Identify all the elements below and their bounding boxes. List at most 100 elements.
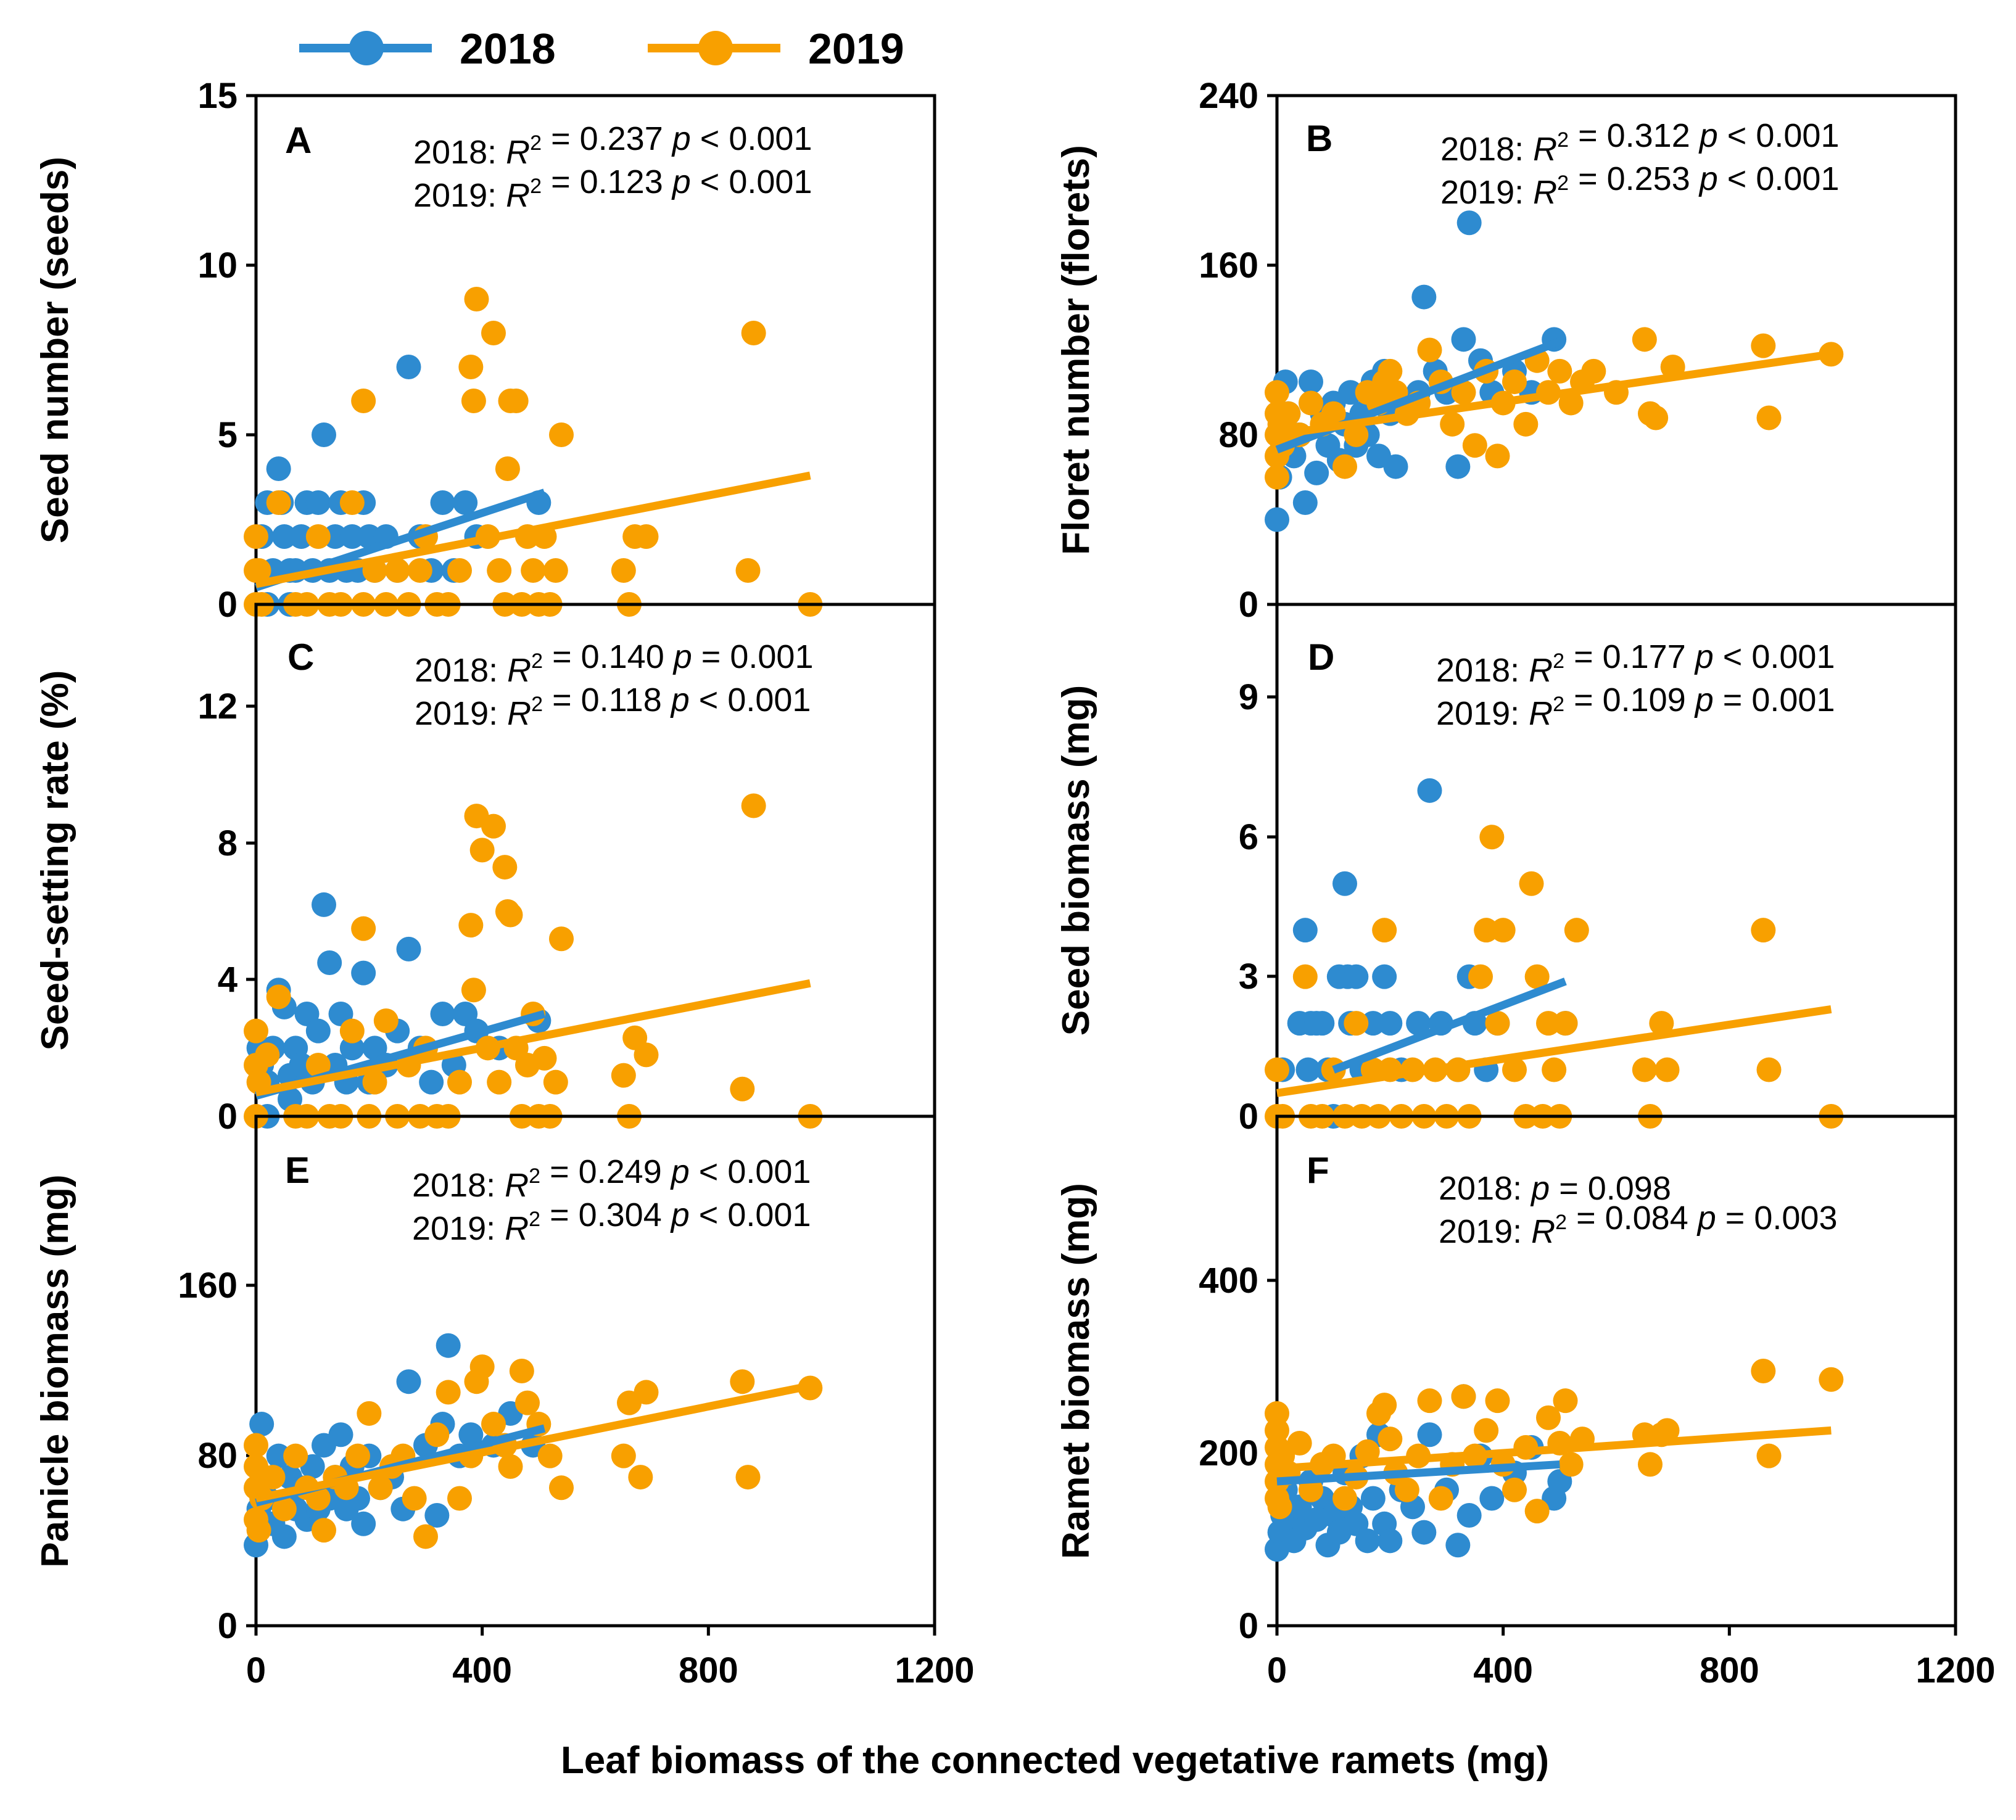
point-2019	[283, 1443, 308, 1468]
y-tick-label: 4	[218, 960, 238, 1000]
legend-label-2018: 2018	[460, 25, 556, 73]
point-2018	[1299, 369, 1323, 395]
y-axis-label: Seed number (seeds)	[34, 157, 76, 543]
point-2019	[1276, 401, 1301, 426]
stat-annotation: 2019: R2 = 0.109 p = 0.001	[1436, 681, 1835, 732]
point-2019	[509, 1359, 534, 1383]
point-2019	[1292, 964, 1318, 989]
annotation-part: 2019:	[413, 177, 506, 214]
y-tick-label: 240	[1199, 76, 1258, 116]
point-2019	[260, 1465, 286, 1490]
point-2019	[368, 1475, 393, 1501]
point-2019	[1372, 1393, 1397, 1418]
point-2018	[1304, 460, 1329, 485]
x-tick-label: 400	[1473, 1650, 1533, 1690]
point-2018	[266, 456, 291, 481]
point-2019	[1428, 1486, 1453, 1511]
y-tick-label: 5	[218, 415, 238, 455]
point-2019	[1332, 1486, 1357, 1511]
annotation-part: 2019:	[1439, 1213, 1531, 1250]
point-2019	[1344, 1011, 1369, 1036]
point-2019	[447, 1069, 472, 1095]
point-2019	[312, 1518, 336, 1543]
point-2019	[1751, 918, 1776, 943]
annotation-part: p	[670, 681, 690, 719]
point-2019	[469, 1354, 495, 1380]
point-2018	[1417, 1422, 1442, 1447]
point-2019	[741, 321, 766, 345]
point-2019	[1756, 1443, 1782, 1468]
annotation-part: = 0.084	[1567, 1200, 1698, 1237]
stat-annotation: 2019: R2 = 0.304 p < 0.001	[412, 1196, 811, 1247]
point-2019	[447, 1486, 472, 1511]
point-2018	[351, 960, 376, 986]
point-2019	[481, 813, 506, 839]
point-2018	[305, 490, 331, 515]
point-2019	[447, 558, 472, 583]
annotation-part: R	[505, 1210, 529, 1247]
point-2019	[1547, 358, 1572, 384]
annotation-part: R	[1531, 1213, 1555, 1250]
point-2019	[503, 389, 529, 413]
point-2019	[1474, 918, 1499, 943]
point-2019	[271, 1496, 297, 1521]
panel-f: 0 200 400 0 400 800 1200 Ramet biomass (mg) F 201…	[1055, 1114, 1996, 1690]
point-2019	[1344, 422, 1369, 447]
stat-annotation: 2018: R2 = 0.312 p < 0.001	[1440, 117, 1839, 168]
legend: 2018 2019	[299, 25, 904, 73]
annotation-part: p	[1698, 117, 1718, 154]
y-tick-label: 80	[1218, 415, 1258, 455]
point-2018	[351, 1511, 376, 1536]
point-2019	[244, 524, 268, 549]
y-tick-label: 9	[1239, 677, 1258, 717]
annotation-part: = 0.140	[543, 638, 674, 675]
stat-annotation: 2018: p = 0.098	[1439, 1170, 1671, 1207]
annotation-part: = 0.253	[1569, 160, 1700, 197]
annotation-part: < 0.001	[691, 120, 812, 157]
point-2019	[1468, 964, 1493, 989]
point-2018	[1411, 1520, 1437, 1545]
point-2019	[255, 1042, 280, 1068]
point-2019	[634, 1042, 659, 1068]
annotation-part: 2	[529, 1208, 540, 1231]
point-2019	[1513, 411, 1539, 437]
panel-label: E	[285, 1150, 310, 1191]
point-2018	[1372, 964, 1397, 989]
y-axis-label: Floret number (florets)	[1055, 145, 1097, 555]
plot-frame	[1275, 1114, 1957, 1628]
point-2019	[611, 1443, 636, 1468]
point-2018	[1360, 1011, 1386, 1036]
point-2019	[1265, 1401, 1289, 1426]
point-2018	[1411, 284, 1437, 310]
annotation-part: = 0.109	[1564, 681, 1695, 719]
annotation-part: < 0.001	[1718, 117, 1840, 154]
annotation-part: 2018:	[1440, 131, 1533, 168]
point-2019	[730, 1369, 755, 1394]
panel-e: 0 80 160 0 400 800 1200 Panicle biomass (mg) E 20…	[34, 1114, 975, 1690]
point-2019	[305, 1053, 331, 1077]
point-2018	[1445, 454, 1471, 479]
legend-marker-2018	[349, 31, 384, 65]
annotation-part: < 0.001	[691, 163, 812, 200]
annotation-part: 2018:	[413, 134, 506, 171]
point-2019	[266, 984, 291, 1010]
point-2018	[1479, 1486, 1505, 1511]
point-2018	[271, 1524, 297, 1549]
point-2019	[1265, 1418, 1289, 1443]
annotation-part: R	[507, 652, 531, 689]
annotation-part: R	[1533, 131, 1557, 168]
point-2019	[1417, 1388, 1442, 1414]
panel-label: D	[1308, 636, 1334, 678]
point-2019	[357, 1401, 382, 1426]
series-2018	[246, 892, 552, 1129]
series-2018	[1270, 778, 1578, 1129]
point-2019	[1553, 1388, 1578, 1414]
point-2018	[1332, 871, 1357, 896]
fit-line-2018	[1332, 978, 1567, 1074]
fit-line-2019	[255, 979, 811, 1097]
point-2018	[453, 490, 478, 515]
point-2018	[419, 1069, 444, 1095]
point-2019	[498, 1454, 523, 1479]
point-2019	[1519, 871, 1544, 896]
